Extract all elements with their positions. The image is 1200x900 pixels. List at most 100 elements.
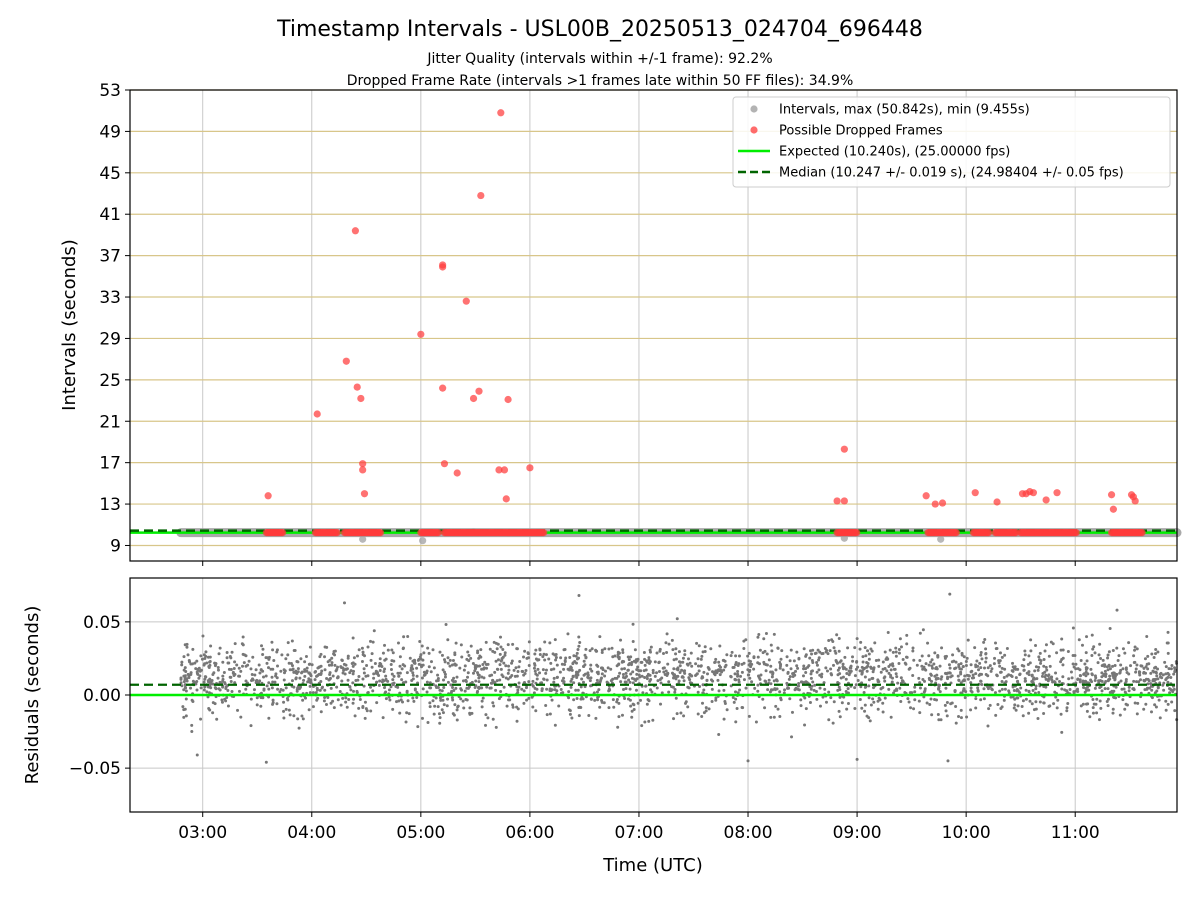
- residual-point: [429, 670, 433, 674]
- residual-point: [1043, 670, 1047, 674]
- dropped-frame-point: [477, 191, 485, 200]
- residual-point: [649, 688, 653, 692]
- residual-point: [778, 664, 782, 668]
- residual-point: [1136, 701, 1140, 705]
- residual-point: [398, 711, 402, 715]
- residual-point: [1093, 674, 1097, 678]
- residual-point: [891, 650, 895, 654]
- residual-point: [918, 631, 922, 635]
- residual-point: [1154, 671, 1158, 675]
- residual-point: [258, 671, 262, 675]
- residual-point: [287, 708, 291, 712]
- residual-point: [756, 635, 760, 639]
- residual-point: [436, 705, 440, 709]
- residual-point: [503, 651, 507, 655]
- residual-point: [681, 660, 685, 664]
- residual-point: [653, 674, 657, 678]
- residual-point: [213, 686, 217, 690]
- residual-point: [1047, 673, 1051, 677]
- residual-point: [1142, 679, 1146, 683]
- residual-point: [335, 685, 339, 689]
- residual-point: [1150, 688, 1154, 692]
- residual-point: [696, 690, 700, 694]
- residual-point: [855, 757, 859, 761]
- residual-point: [854, 667, 858, 671]
- residual-point: [1121, 667, 1125, 671]
- residual-point: [700, 654, 704, 658]
- residual-point: [686, 657, 690, 661]
- residual-point: [1059, 712, 1063, 716]
- residual-point: [975, 659, 979, 663]
- chart-subtitle-1: Jitter Quality (intervals within +/-1 fr…: [426, 51, 772, 67]
- residual-point: [549, 661, 553, 665]
- residual-point: [471, 671, 475, 675]
- residual-point: [440, 689, 444, 693]
- residual-point: [750, 680, 754, 684]
- residual-point: [707, 707, 711, 711]
- residual-point: [610, 646, 614, 650]
- residual-point: [631, 640, 635, 644]
- residual-point: [396, 641, 400, 645]
- dropped-frame-point: [279, 529, 287, 537]
- residual-point: [611, 698, 615, 702]
- residual-point: [1013, 703, 1017, 707]
- residual-point: [272, 659, 276, 663]
- residual-point: [876, 707, 880, 711]
- residual-point: [401, 663, 405, 667]
- residual-point: [747, 651, 751, 655]
- residual-point: [327, 663, 331, 667]
- residual-point: [1058, 680, 1062, 684]
- residual-point: [1111, 707, 1115, 711]
- residual-point: [780, 649, 784, 653]
- residual-point: [241, 652, 245, 656]
- residual-point: [290, 679, 294, 683]
- residual-point: [545, 713, 549, 717]
- residual-point: [630, 709, 634, 713]
- residual-point: [1139, 678, 1143, 682]
- residual-point: [1053, 680, 1057, 684]
- residual-point: [912, 707, 916, 711]
- residual-point: [982, 687, 986, 691]
- residual-point: [1031, 681, 1035, 685]
- residual-point: [275, 650, 279, 654]
- residual-point: [837, 685, 841, 689]
- residual-point: [864, 654, 868, 658]
- residual-point: [877, 658, 881, 662]
- residual-point: [1059, 648, 1063, 652]
- residual-point: [1098, 679, 1102, 683]
- residual-point: [944, 686, 948, 690]
- residual-point: [704, 706, 708, 710]
- residual-point: [553, 723, 557, 727]
- residual-point: [957, 649, 961, 653]
- residual-point: [303, 674, 307, 678]
- residual-point: [384, 674, 388, 678]
- dropped-frame-point: [376, 529, 385, 537]
- residual-point: [254, 668, 258, 672]
- residual-point: [808, 700, 812, 704]
- residual-point: [282, 700, 286, 704]
- residual-point: [445, 704, 449, 708]
- residual-point: [363, 716, 367, 720]
- residual-point: [392, 659, 396, 663]
- residual-point: [642, 651, 646, 655]
- residual-point: [488, 674, 492, 678]
- residual-point: [710, 687, 714, 691]
- residual-point: [309, 679, 313, 683]
- residual-point: [1129, 664, 1133, 668]
- residual-point: [984, 656, 988, 660]
- residual-point: [814, 690, 818, 694]
- residual-point: [877, 664, 881, 668]
- residual-point: [959, 681, 963, 685]
- residual-point: [1000, 666, 1004, 670]
- residual-point: [840, 701, 844, 705]
- residual-point: [1007, 673, 1011, 677]
- residual-point: [621, 648, 625, 652]
- residual-point: [571, 674, 575, 678]
- residual-point: [935, 698, 939, 702]
- residual-point: [920, 654, 924, 658]
- residual-point: [959, 716, 963, 720]
- residual-point: [1087, 681, 1091, 685]
- residual-point: [734, 654, 738, 658]
- residual-point: [495, 679, 499, 683]
- residual-point: [323, 688, 327, 692]
